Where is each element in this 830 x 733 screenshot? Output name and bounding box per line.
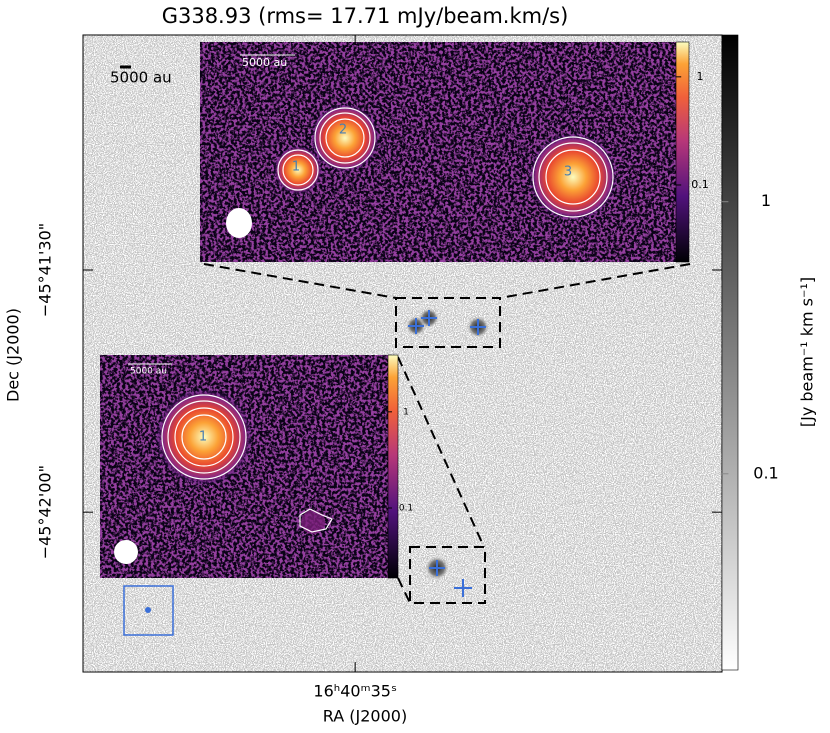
inset-noise	[100, 355, 388, 578]
y-tick-label: −45°42'00"	[36, 465, 55, 559]
colorbar-tick-label: 0.1	[753, 463, 778, 482]
source-label: 1	[292, 160, 300, 175]
source	[301, 510, 325, 534]
colorbar-tick-label: 1	[697, 70, 704, 83]
colorbar-label: [Jy beam⁻¹ km s⁻¹]	[798, 277, 817, 427]
beam	[114, 540, 138, 564]
source	[156, 389, 252, 485]
scale-bar-label: 5000 au	[110, 69, 172, 87]
colorbar	[675, 41, 690, 263]
scale-bar-label: 5000 au	[130, 367, 167, 377]
chart-title: G338.93 (rms= 17.71 mJy/beam.km/s)	[162, 4, 569, 28]
source	[274, 146, 322, 194]
y-axis-label: Dec (J2000)	[4, 308, 23, 402]
source-label: 1	[199, 430, 207, 445]
colorbar	[387, 354, 399, 579]
colorbar-tick-label: 1	[403, 407, 409, 417]
scale-bar-label: 5000 au	[242, 56, 287, 69]
source-label: 3	[564, 165, 572, 180]
x-tick-label: 16ʰ40ᵐ35ˢ	[313, 682, 397, 701]
zoom-guides	[203, 263, 691, 604]
contours	[161, 394, 333, 533]
source-label: 2	[339, 123, 347, 138]
beam	[226, 208, 252, 238]
y-tick-label: −45°41'30"	[36, 223, 55, 317]
source	[311, 104, 379, 172]
source	[145, 607, 151, 613]
x-axis-label: RA (J2000)	[323, 707, 407, 726]
colorbar	[721, 34, 739, 671]
colorbar-tick-label: 1	[761, 191, 771, 210]
source-markers	[408, 310, 486, 597]
colorbar-tick-label: 0.1	[691, 178, 709, 191]
colorbar-tick-label: 0.1	[399, 503, 413, 513]
region-box	[123, 585, 174, 636]
source	[529, 133, 617, 221]
contours	[277, 107, 614, 218]
